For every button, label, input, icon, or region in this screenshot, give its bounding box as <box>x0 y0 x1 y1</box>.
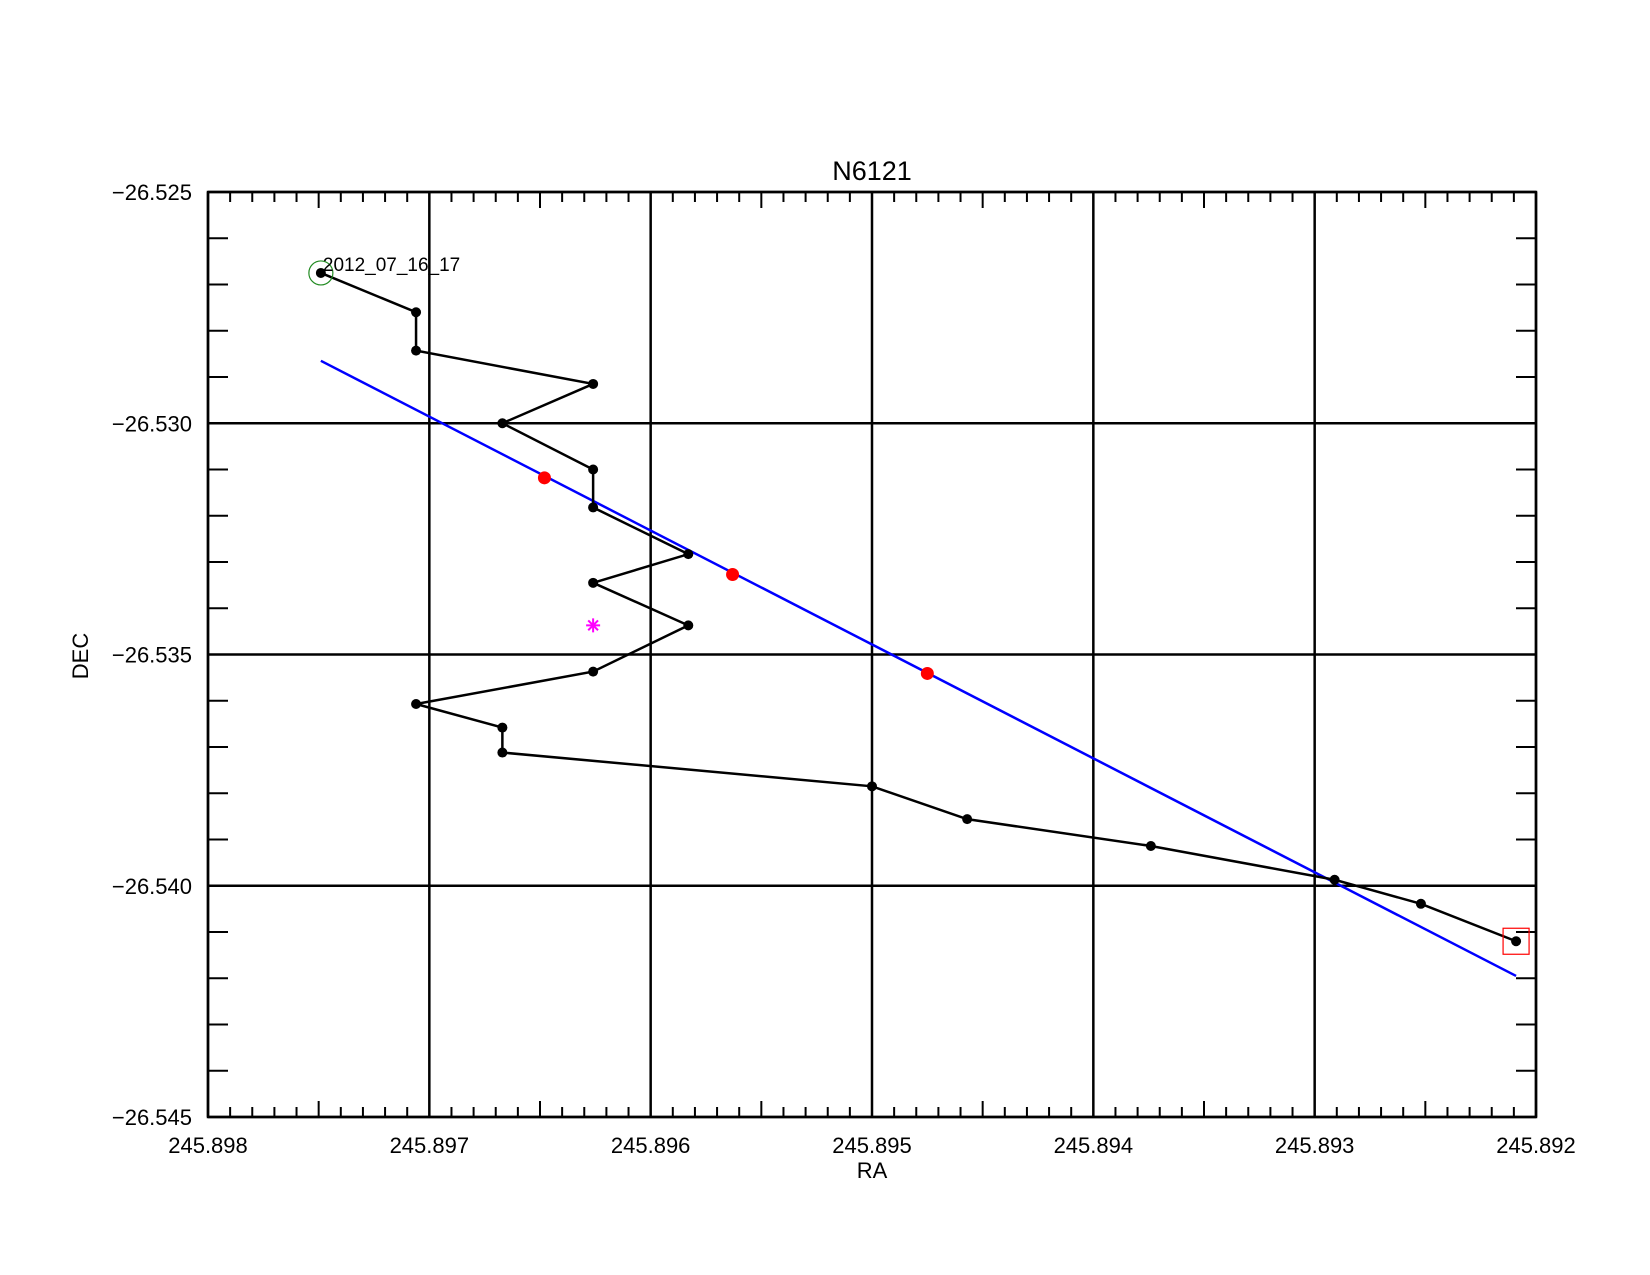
x-tick-label: 245.893 <box>1275 1133 1355 1158</box>
highlight-point <box>726 567 740 581</box>
track-point <box>683 549 694 560</box>
y-tick-label: −26.540 <box>112 874 192 899</box>
track-point <box>1145 840 1156 851</box>
track-point <box>588 502 599 513</box>
y-tick-label: −26.545 <box>112 1105 192 1130</box>
x-tick-label: 245.892 <box>1496 1133 1576 1158</box>
track-point <box>315 267 326 278</box>
plot-frame <box>206 190 1538 1119</box>
end-square-marker <box>1502 927 1530 955</box>
track-point <box>683 620 694 631</box>
track-point <box>962 814 973 825</box>
start-circle-marker <box>308 260 334 286</box>
plot-series <box>308 260 1530 978</box>
asterisk-stroke <box>587 619 599 631</box>
chart-title: N6121 <box>832 156 912 186</box>
x-tick-label: 245.894 <box>1054 1133 1134 1158</box>
center-asterisk-marker <box>586 618 601 633</box>
track-point <box>1415 898 1426 909</box>
y-tick-label: −26.530 <box>112 411 192 436</box>
annotations: 2012_07_16_17 <box>323 255 460 276</box>
track-point <box>588 378 599 389</box>
y-axis-label: DEC <box>68 633 93 680</box>
y-tick-labels: −26.525 −26.530 −26.535 −26.540 −26.545 <box>112 180 192 1130</box>
y-tick-label: −26.525 <box>112 180 192 205</box>
track-point <box>411 698 422 709</box>
date-annotation: 2012_07_16_17 <box>323 255 460 276</box>
grid-lines <box>206 190 1538 1119</box>
x-tick-labels: 245.898 245.897 245.896 245.895 245.894 245.8… <box>168 1133 1576 1158</box>
track-point <box>411 345 422 356</box>
track-point <box>588 464 599 475</box>
track-point <box>411 307 422 318</box>
track-point <box>1511 936 1522 947</box>
track-point <box>588 577 599 588</box>
track-point <box>588 666 599 677</box>
x-tick-label: 245.897 <box>390 1133 470 1158</box>
x-tick-label: 245.896 <box>611 1133 691 1158</box>
x-tick-label: 245.898 <box>168 1133 248 1158</box>
track-point <box>497 418 508 429</box>
track-point <box>497 722 508 733</box>
track-point <box>867 781 877 792</box>
x-axis-label: RA <box>857 1158 888 1183</box>
highlight-point <box>537 471 551 485</box>
x-tick-label: 245.895 <box>832 1133 912 1158</box>
y-tick-label: −26.535 <box>112 643 192 668</box>
fit-line <box>320 359 1517 978</box>
axis-ticks <box>208 192 1536 1117</box>
track-line <box>320 271 1517 943</box>
track-point <box>497 747 508 758</box>
highlight-point <box>920 666 934 680</box>
track-point <box>1329 874 1340 885</box>
